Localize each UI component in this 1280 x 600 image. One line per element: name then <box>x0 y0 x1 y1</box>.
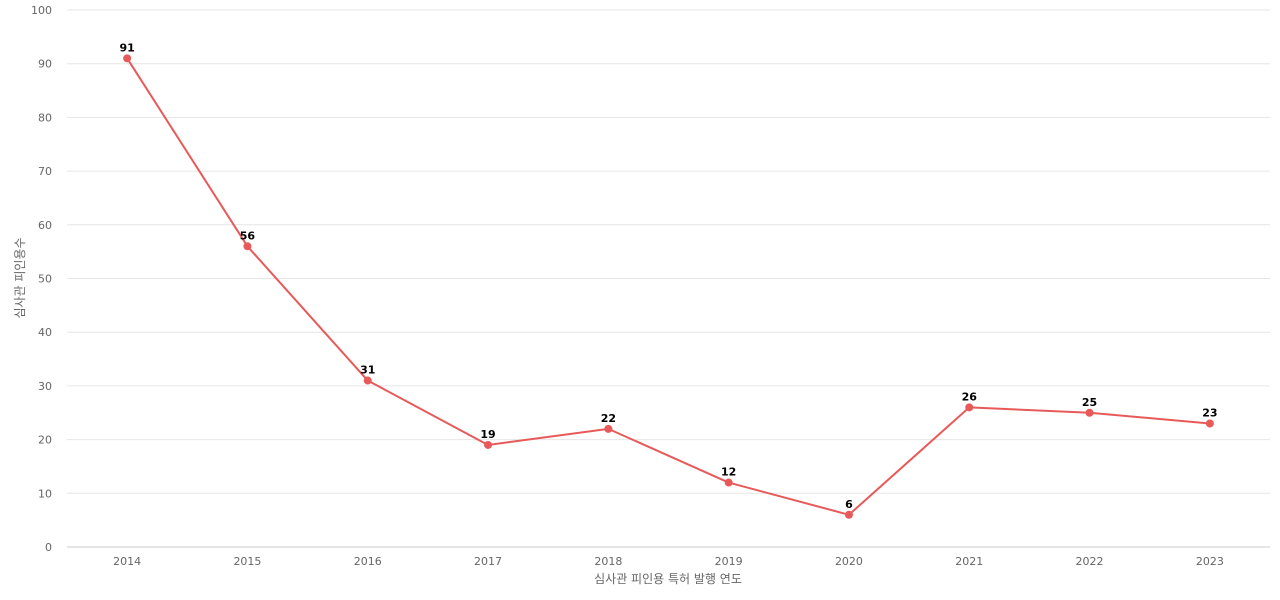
x-tick-label: 2016 <box>354 555 382 568</box>
y-tick-label: 10 <box>38 487 52 500</box>
data-labels: 91 56 31 19 22 12 6 26 25 23 <box>119 41 1217 510</box>
data-label: 26 <box>962 390 978 403</box>
x-tick-label: 2015 <box>233 555 261 568</box>
data-label: 19 <box>480 428 495 441</box>
data-label: 56 <box>240 229 256 242</box>
x-tick-label: 2021 <box>955 555 983 568</box>
data-point[interactable] <box>724 478 733 487</box>
data-point[interactable] <box>243 242 252 251</box>
x-axis-ticks: 2014 2015 2016 2017 2018 2019 2020 2021 2022 2023 <box>113 555 1224 568</box>
y-axis-ticks: 0 10 20 30 40 50 60 70 80 90 100 <box>31 4 52 554</box>
data-label: 91 <box>119 41 134 54</box>
y-tick-label: 20 <box>38 434 52 447</box>
x-axis-title: 심사관 피인용 특허 발행 연도 <box>594 571 742 586</box>
gridlines <box>67 9 1270 548</box>
series-line <box>126 57 1210 516</box>
data-point[interactable] <box>484 440 493 449</box>
data-label: 22 <box>601 412 616 425</box>
data-label: 25 <box>1082 396 1097 409</box>
x-tick-label: 2018 <box>594 555 622 568</box>
data-point[interactable] <box>844 510 853 519</box>
x-tick-label: 2017 <box>474 555 502 568</box>
data-label: 12 <box>721 466 736 479</box>
data-point[interactable] <box>1205 419 1214 428</box>
y-axis-title: 심사관 피인용수 <box>13 237 27 318</box>
y-tick-label: 50 <box>38 273 52 286</box>
y-tick-label: 90 <box>38 58 52 71</box>
y-tick-label: 40 <box>38 326 52 339</box>
x-tick-label: 2014 <box>113 555 141 568</box>
y-tick-label: 0 <box>45 541 52 554</box>
data-point[interactable] <box>604 424 613 433</box>
data-point[interactable] <box>123 54 132 63</box>
x-tick-label: 2019 <box>715 555 743 568</box>
data-label: 23 <box>1202 406 1217 419</box>
y-tick-label: 60 <box>38 219 52 232</box>
data-point[interactable] <box>1085 408 1094 417</box>
x-tick-label: 2020 <box>835 555 863 568</box>
x-tick-label: 2022 <box>1076 555 1104 568</box>
series <box>123 54 1214 519</box>
x-tick-label: 2023 <box>1196 555 1224 568</box>
data-point[interactable] <box>363 376 372 385</box>
y-tick-label: 30 <box>38 380 52 393</box>
y-tick-label: 80 <box>38 111 52 124</box>
y-tick-label: 100 <box>31 4 52 17</box>
y-tick-label: 70 <box>38 165 52 178</box>
data-label: 31 <box>360 364 375 377</box>
data-label: 6 <box>845 498 853 511</box>
data-point[interactable] <box>965 403 974 412</box>
